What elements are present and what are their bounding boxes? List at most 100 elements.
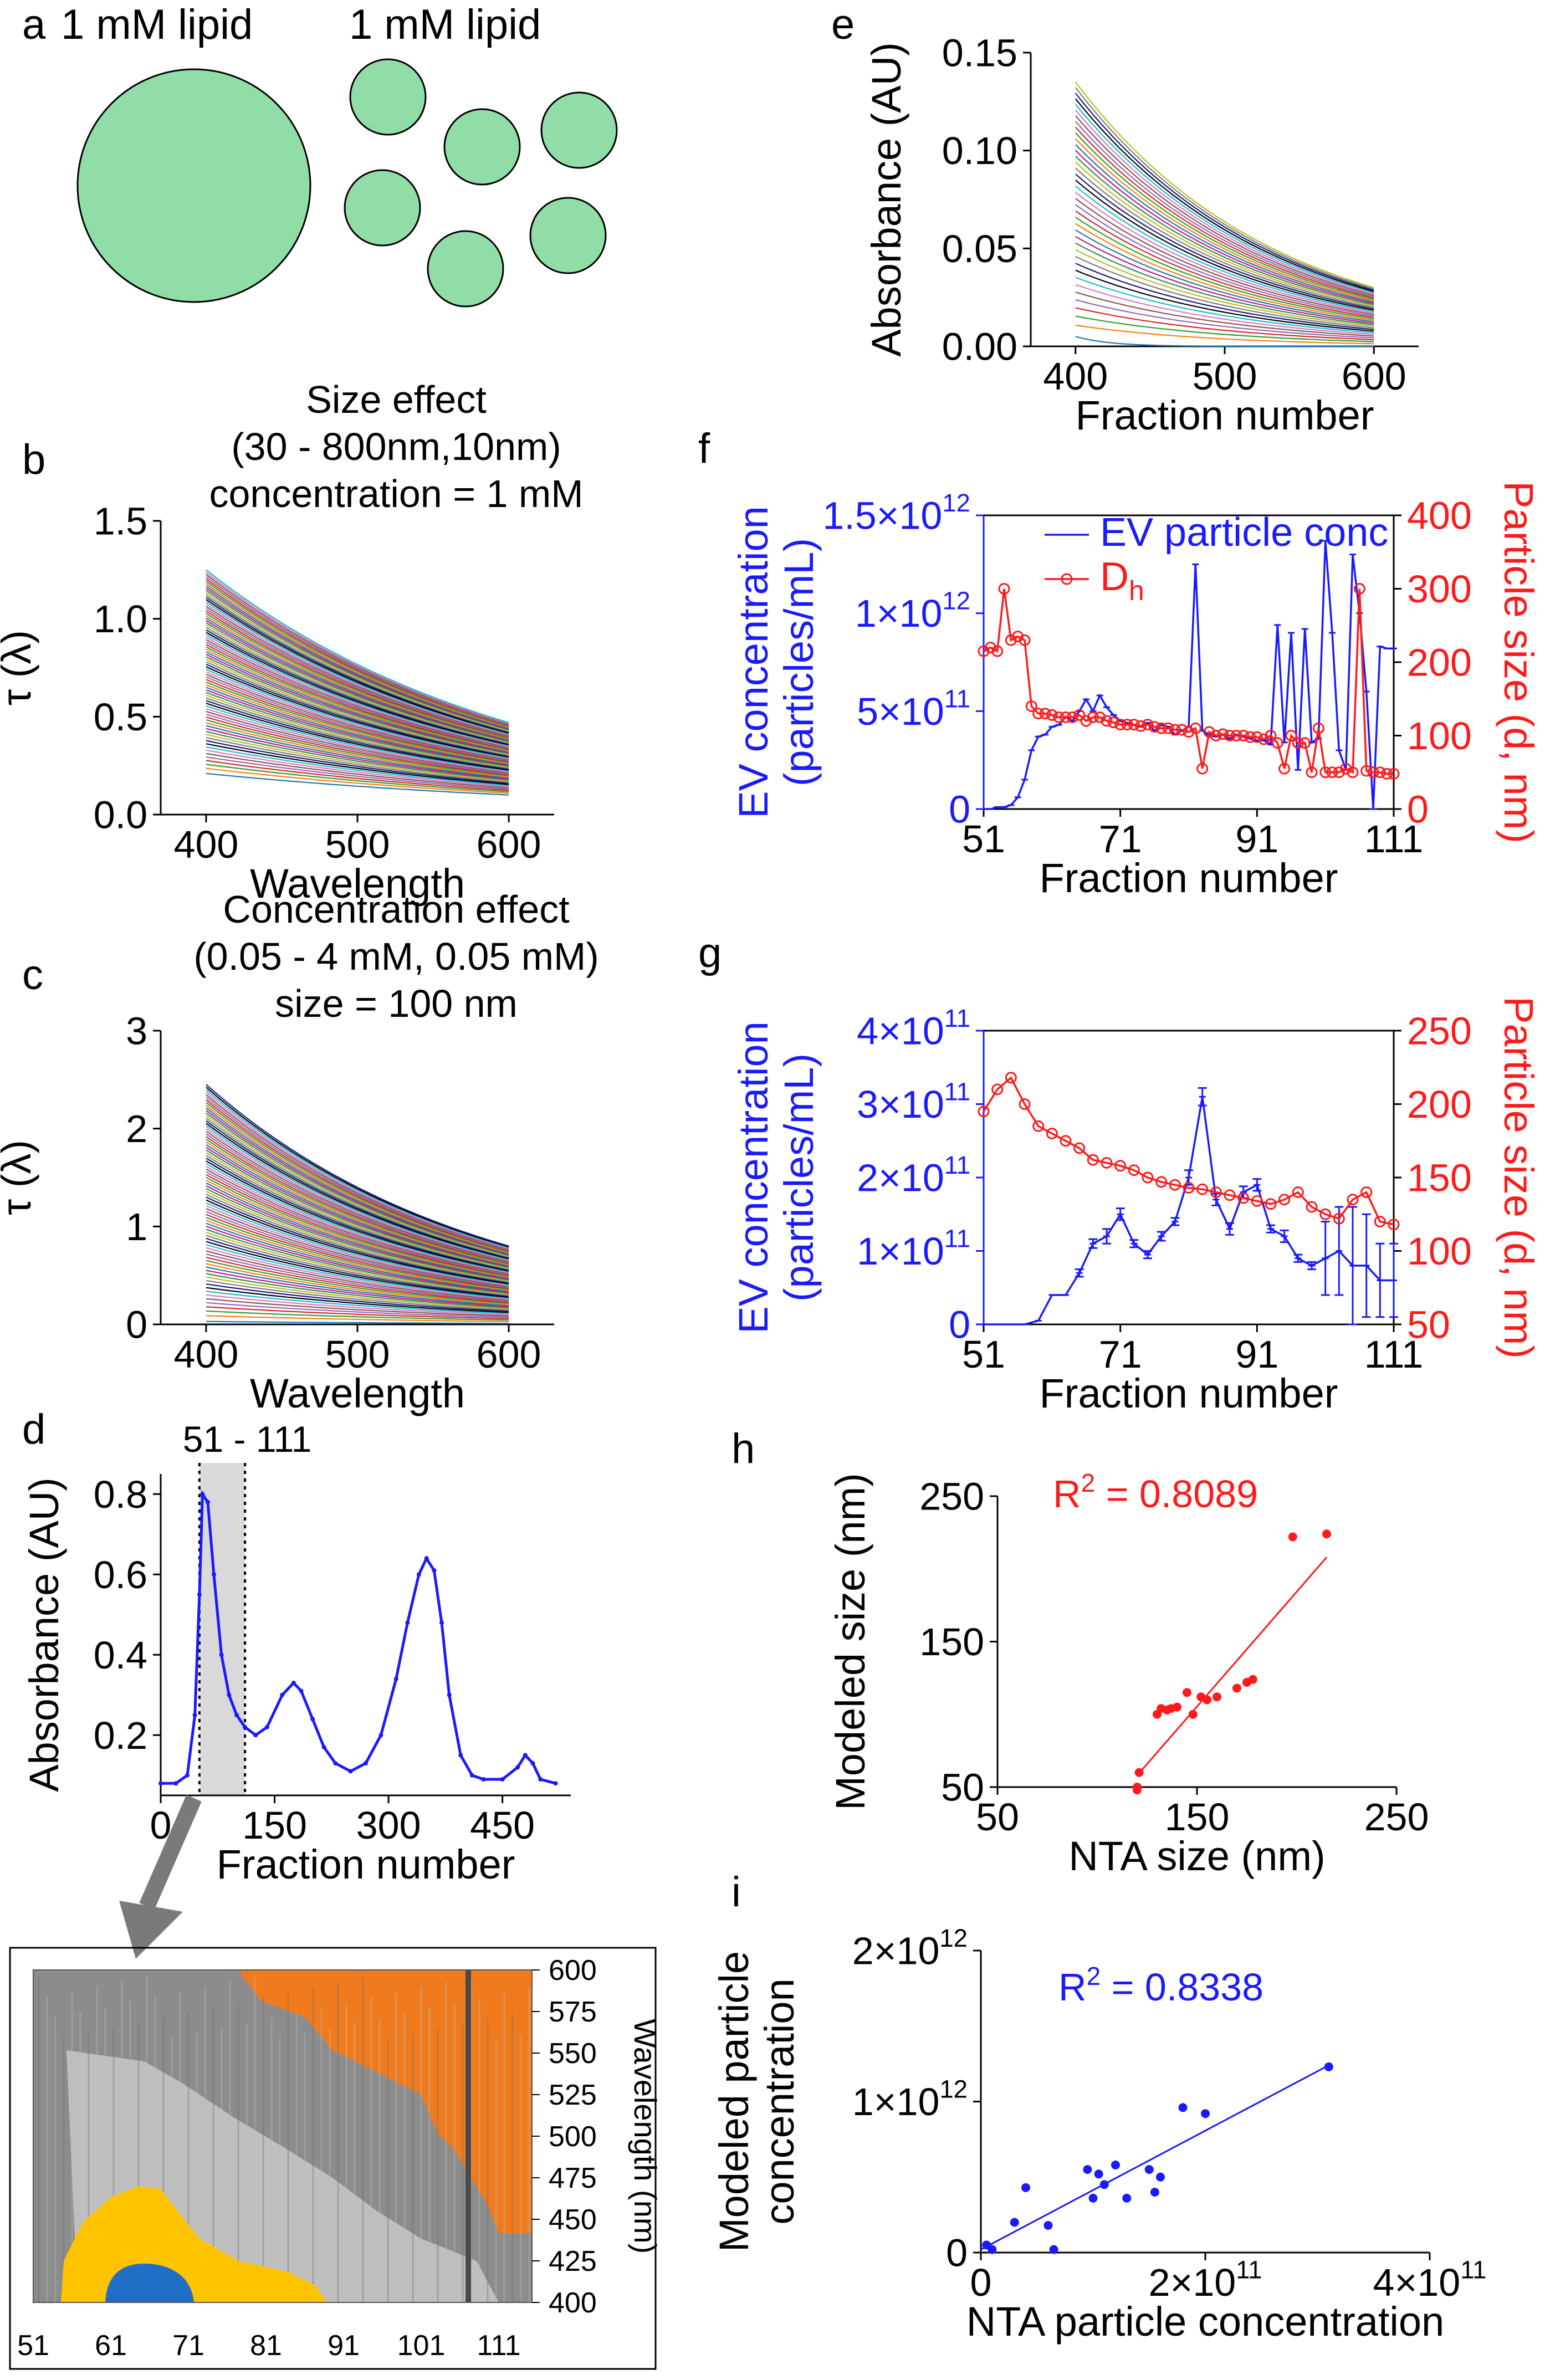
- small-vesicle: [443, 108, 521, 186]
- small-vesicle: [349, 58, 427, 136]
- spectrum-series-line: [1075, 299, 1374, 339]
- spectrum-series-line: [1075, 121, 1374, 298]
- spectrum-series-line: [206, 705, 509, 772]
- spectrum-series-line: [1075, 249, 1374, 327]
- tick-label-exponent: 11: [944, 1225, 970, 1253]
- spectrum-series-line: [206, 1244, 509, 1299]
- spectrum-series-line: [206, 661, 509, 756]
- spectrum-series-line: [206, 1191, 509, 1282]
- spectrum-series-line: [206, 1241, 509, 1298]
- dh-size-point: [1142, 719, 1154, 731]
- dh-size-point: [1292, 737, 1304, 749]
- y2-tick-label: 250: [1407, 1010, 1472, 1053]
- x-tick-label: 150: [1165, 1795, 1230, 1839]
- spectrum-series-line: [1075, 186, 1374, 313]
- spectrum-series-line: [206, 681, 509, 764]
- scatter-point: [1021, 2183, 1030, 2192]
- dh-size-point: [1210, 1186, 1222, 1198]
- dh-size-point: [1265, 1198, 1277, 1210]
- spectrum-series-line: [206, 1163, 509, 1273]
- absorbance-point: [432, 1568, 437, 1573]
- absorbance-point: [393, 1676, 398, 1681]
- absorbance-point: [158, 1781, 163, 1786]
- spectrum-series-line: [206, 1231, 509, 1295]
- panel-letter-f: f: [698, 425, 710, 472]
- spectrum-series-line: [206, 1253, 509, 1302]
- spectrum-series-line: [206, 651, 509, 753]
- absorbance-point: [253, 1733, 258, 1738]
- spectrum-series-line: [206, 1291, 509, 1314]
- y-axis-label: τ (λ): [0, 1140, 39, 1215]
- dh-size-line: [983, 1076, 1394, 1226]
- dh-size-point: [1210, 730, 1222, 741]
- spectrum-series-line: [1075, 144, 1374, 303]
- y-tick-label: 0.15: [942, 32, 1017, 75]
- dh-size-point: [1135, 720, 1147, 732]
- spectrum-series-line: [1075, 98, 1374, 293]
- dh-size-point: [1360, 765, 1373, 777]
- chart-title-line: (30 - 800nm,10nm): [231, 425, 561, 468]
- spectrum-series-line: [206, 716, 509, 776]
- legend-label: EV particle conc: [1100, 510, 1388, 555]
- spectrum-series-line: [206, 587, 509, 730]
- scatter-point: [1178, 2103, 1188, 2112]
- spectrum-series-line: [206, 1165, 509, 1273]
- dh-size-point: [1046, 1128, 1058, 1139]
- caption-small-vesicles: 1 mM lipid: [349, 1, 541, 48]
- spectrum-series-line: [206, 1120, 509, 1259]
- dh-size-point: [1155, 722, 1168, 734]
- spectrum-series-line: [1075, 229, 1374, 323]
- spectrum-series-line: [206, 1320, 509, 1324]
- dh-size-point: [984, 642, 996, 653]
- spectrum-series-line: [206, 606, 509, 736]
- spectrum-series-line: [206, 569, 509, 723]
- spectrum-series-line: [1075, 210, 1374, 318]
- y-tick-label: 250: [919, 1475, 984, 1518]
- x-tick-label: 71: [1099, 817, 1142, 861]
- dh-size-point: [1388, 767, 1400, 780]
- y-tick-label: 0.05: [942, 227, 1017, 270]
- x-tick-label: 2×1011: [1149, 2256, 1262, 2305]
- spectrum-series-line: [1075, 291, 1374, 337]
- y-axis-label: τ (λ): [0, 630, 39, 705]
- dh-size-point: [1094, 711, 1106, 723]
- spectrum-series-line: [206, 703, 509, 771]
- spectrum-series-line: [206, 1092, 509, 1250]
- spectrum-series-line: [206, 1136, 509, 1264]
- y-axis-label: Absorbance (AU): [863, 42, 909, 357]
- zoom-arrow: [119, 1795, 202, 1959]
- y-tick-label: 0: [126, 1303, 147, 1347]
- r-squared-superscript: 2: [1087, 1962, 1101, 1990]
- spectrum-series-line: [206, 663, 509, 757]
- heatmap-y-tick-label: 475: [549, 2162, 597, 2194]
- legend-subscript: h: [1129, 575, 1144, 606]
- spectrum-series-line: [206, 749, 509, 787]
- x-tick-label: 600: [1342, 355, 1406, 398]
- dh-size-point: [1278, 1194, 1291, 1206]
- spectrum-series-line: [1075, 93, 1374, 291]
- spectrum-series-line: [206, 1225, 509, 1293]
- spectrum-series-line: [206, 1185, 509, 1280]
- absorbance-point: [500, 1777, 505, 1782]
- dh-size-point: [1388, 1219, 1400, 1231]
- x-tick-label: 500: [325, 823, 390, 866]
- dh-size-point: [1196, 762, 1209, 775]
- spectrum-series-line: [206, 1155, 509, 1270]
- x-tick-label: 400: [1043, 355, 1108, 398]
- tick-label-exponent: 12: [939, 1924, 968, 1952]
- spectrum-series-line: [206, 1306, 509, 1319]
- spectrum-series-line: [1075, 109, 1374, 295]
- spectrum-series-line: [1075, 216, 1374, 320]
- absorbance-point: [205, 1499, 210, 1504]
- tick-label-exponent: 11: [944, 1151, 970, 1179]
- spectrum-series-line: [206, 753, 509, 789]
- spectrum-series-line: [206, 1102, 509, 1253]
- x-tick-label: 91: [1235, 1333, 1278, 1376]
- spectrum-series-line: [206, 1237, 509, 1297]
- absorbance-point: [439, 1620, 444, 1625]
- regression-line: [980, 2064, 1329, 2250]
- spectrum-series-line: [206, 601, 509, 735]
- heatmap-region-blue: [105, 2264, 194, 2302]
- heatmap-y-tick-label: 525: [549, 2079, 597, 2111]
- spectrum-series-line: [206, 1263, 509, 1306]
